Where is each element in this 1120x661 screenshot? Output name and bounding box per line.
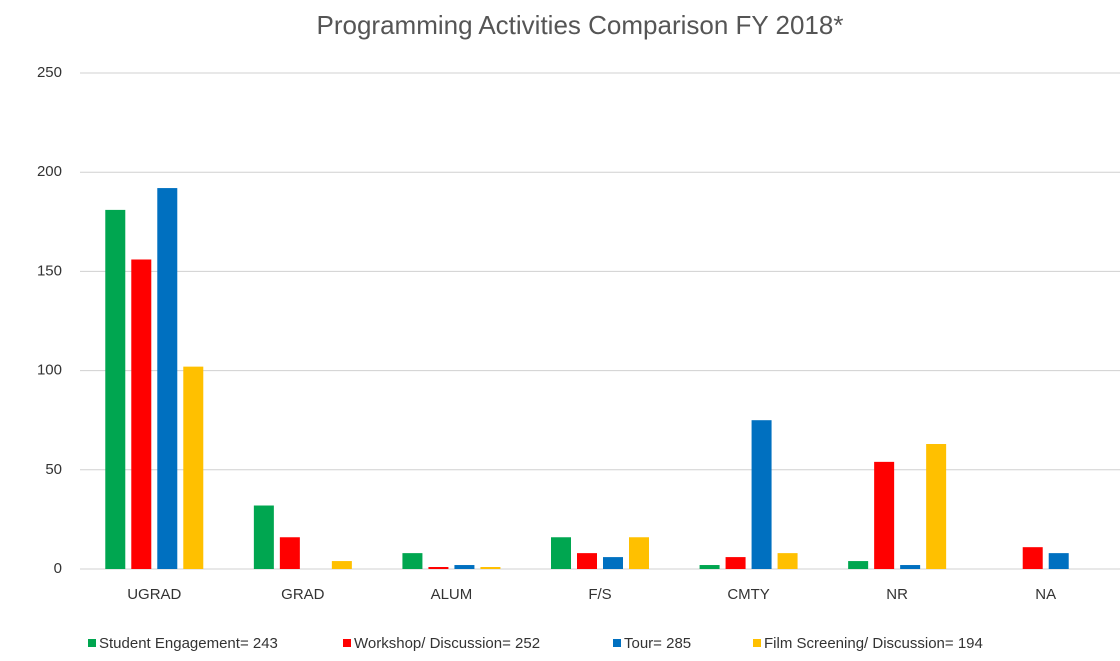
legend-swatch xyxy=(343,639,351,647)
x-tick-label: F/S xyxy=(588,586,611,603)
legend-label: Workshop/ Discussion= 252 xyxy=(354,635,540,652)
bar xyxy=(331,561,352,569)
y-tick-label: 100 xyxy=(37,362,62,379)
bar xyxy=(551,537,571,569)
bar xyxy=(279,537,300,569)
y-tick-label: 250 xyxy=(37,64,62,81)
bar xyxy=(777,553,798,569)
bar xyxy=(480,567,501,569)
x-tick-label: GRAD xyxy=(281,586,325,603)
legend-swatch xyxy=(88,639,96,647)
x-tick-label: CMTY xyxy=(727,586,770,603)
legend-label: Student Engagement= 243 xyxy=(99,635,278,652)
bar xyxy=(428,567,449,569)
chart-title: Programming Activities Comparison FY 201… xyxy=(317,10,844,40)
bar xyxy=(629,537,649,569)
y-tick-label: 0 xyxy=(54,560,62,577)
bar xyxy=(1048,553,1069,569)
bar xyxy=(900,565,921,569)
x-tick-label: NR xyxy=(886,586,908,603)
bar xyxy=(874,461,895,569)
x-tick-label: NA xyxy=(1035,586,1056,603)
y-tick-label: 150 xyxy=(37,262,62,279)
bar xyxy=(848,561,869,569)
bar xyxy=(157,188,178,569)
bar xyxy=(454,565,475,569)
bar xyxy=(402,553,423,569)
bar xyxy=(699,565,720,569)
bar xyxy=(131,259,152,569)
bar xyxy=(253,505,274,569)
x-tick-label: ALUM xyxy=(431,586,473,603)
y-tick-label: 50 xyxy=(45,461,62,478)
legend-swatch xyxy=(753,639,761,647)
bar xyxy=(603,557,623,569)
bar xyxy=(751,420,772,569)
x-tick-label: UGRAD xyxy=(127,586,181,603)
bar xyxy=(1022,547,1043,569)
bar xyxy=(105,209,126,569)
bar xyxy=(926,444,947,569)
y-tick-label: 200 xyxy=(37,163,62,180)
bar xyxy=(577,553,597,569)
legend-label: Tour= 285 xyxy=(624,635,691,652)
bar xyxy=(183,366,204,569)
bar xyxy=(725,557,746,569)
legend-swatch xyxy=(613,639,621,647)
legend-label: Film Screening/ Discussion= 194 xyxy=(764,635,983,652)
